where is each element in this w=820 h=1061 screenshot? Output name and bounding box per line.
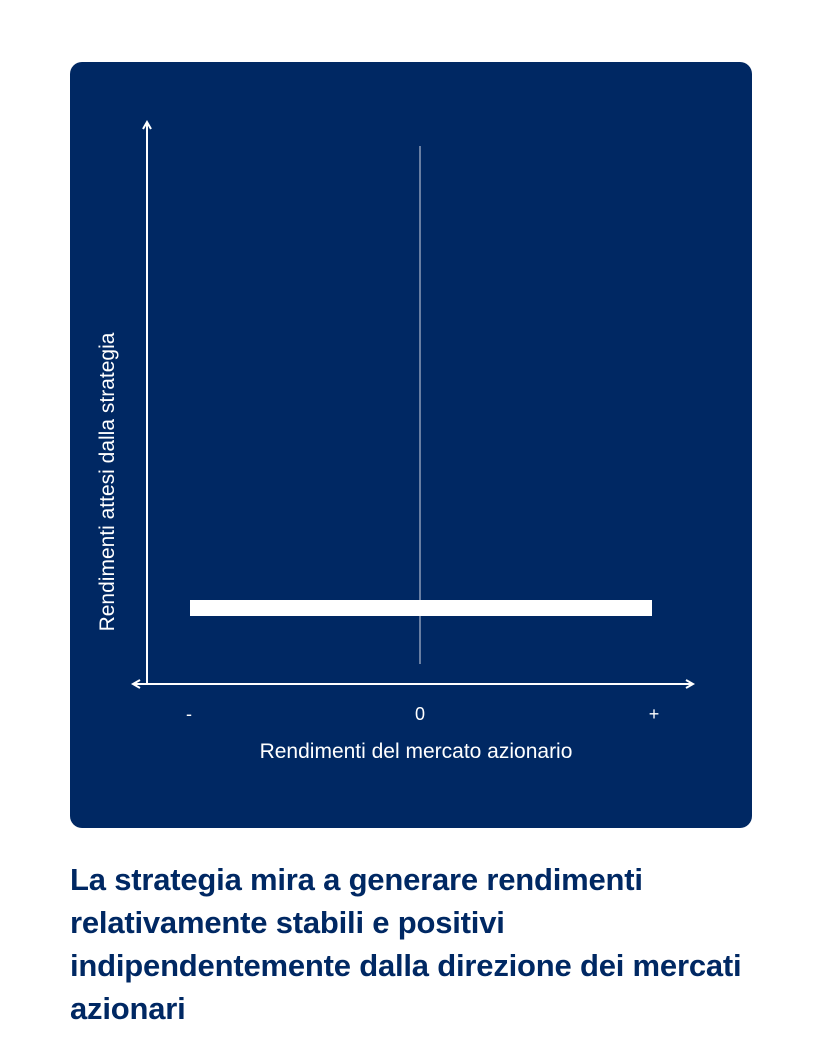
y-axis-arrowhead <box>142 119 152 130</box>
x-axis-label: Rendimenti del mercato azionario <box>259 740 573 763</box>
diagram-canvas <box>130 119 696 689</box>
x-axis-arrowhead-left <box>130 679 141 689</box>
strategy-return-bar <box>190 600 652 616</box>
diagram-caption: La strategia mira a generare rendimenti … <box>70 862 742 1026</box>
x-tick-zero: 0 <box>414 704 425 724</box>
x-tick-minus: - <box>186 704 192 724</box>
x-tick-plus: + <box>648 704 660 724</box>
diagram-panel: - 0 + Rendimenti del mercato azionario R… <box>70 62 752 828</box>
x-axis-arrowhead-right <box>685 679 696 689</box>
y-axis-label: Rendimenti attesi dalla strategia <box>96 332 119 632</box>
